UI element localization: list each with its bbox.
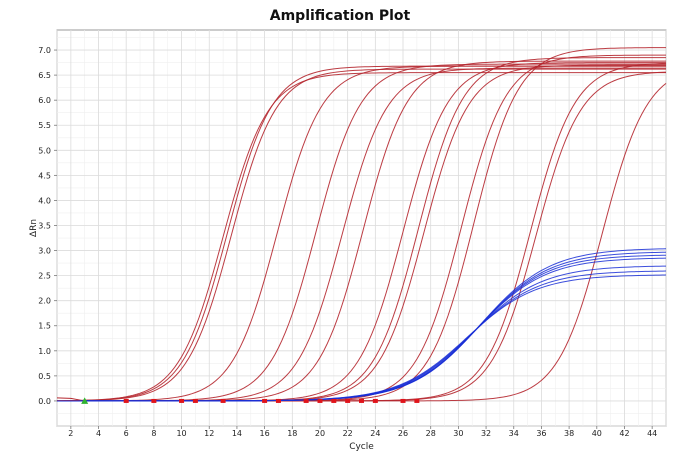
x-tick-label: 2 <box>68 429 73 438</box>
threshold-marker <box>220 398 226 403</box>
threshold-marker <box>414 398 420 403</box>
x-tick-label: 24 <box>370 429 380 438</box>
x-tick-label: 12 <box>204 429 214 438</box>
y-tick-label: 2.5 <box>38 272 51 281</box>
x-tick-label: 10 <box>176 429 186 438</box>
threshold-marker <box>192 398 198 403</box>
y-tick-label: 5.5 <box>38 121 51 130</box>
threshold-marker <box>179 398 185 403</box>
threshold-marker <box>151 398 157 403</box>
threshold-marker <box>275 398 281 403</box>
x-tick-label: 32 <box>481 429 491 438</box>
x-tick-label: 8 <box>151 429 156 438</box>
red-amplification-curve <box>56 68 666 402</box>
threshold-marker <box>317 398 323 403</box>
threshold-marker <box>372 398 378 403</box>
x-tick-label: 22 <box>343 429 353 438</box>
x-tick-label: 20 <box>315 429 325 438</box>
baseline-start-marker <box>81 397 89 404</box>
x-tick-label: 36 <box>536 429 546 438</box>
y-tick-label: 2.0 <box>38 297 51 306</box>
x-tick-label: 34 <box>509 429 519 438</box>
threshold-marker <box>262 398 268 403</box>
y-tick-label: 6.0 <box>38 96 51 105</box>
y-tick-label: 1.5 <box>38 322 51 331</box>
y-tick-label: 3.5 <box>38 221 51 230</box>
blue-amplification-curve <box>57 274 667 402</box>
y-tick-label: 0.5 <box>38 372 51 381</box>
y-tick-label: 1.0 <box>38 347 51 356</box>
x-tick-label: 44 <box>647 429 657 438</box>
y-axis-label: ΔRn <box>29 219 39 237</box>
y-tick-label: 5.0 <box>38 146 51 155</box>
y-tick-label: 3.0 <box>38 247 51 256</box>
y-tick-label: 4.0 <box>38 196 51 205</box>
threshold-marker <box>359 398 364 403</box>
threshold-marker <box>345 398 351 403</box>
x-axis-label: Cycle <box>349 442 374 452</box>
x-tick-label: 30 <box>453 429 463 438</box>
x-tick-label: 16 <box>260 429 270 438</box>
y-tick-label: 4.5 <box>38 171 51 180</box>
x-tick-label: 14 <box>232 429 242 438</box>
threshold-marker <box>331 398 337 403</box>
y-tick-label: 6.5 <box>38 71 51 80</box>
chart-title: Amplification Plot <box>269 8 411 24</box>
x-tick-label: 42 <box>619 429 629 438</box>
threshold-marker <box>123 398 129 403</box>
x-tick-label: 26 <box>398 429 408 438</box>
x-tick-label: 28 <box>426 429 436 438</box>
threshold-marker <box>400 398 406 403</box>
x-tick-label: 38 <box>564 429 574 438</box>
y-tick-label: 7.0 <box>38 46 51 55</box>
x-tick-label: 40 <box>592 429 602 438</box>
y-tick-label: 0.0 <box>38 397 51 406</box>
x-tick-label: 4 <box>96 429 101 438</box>
x-tick-label: 6 <box>124 429 129 438</box>
threshold-marker <box>303 398 309 403</box>
x-tick-label: 18 <box>287 429 297 438</box>
